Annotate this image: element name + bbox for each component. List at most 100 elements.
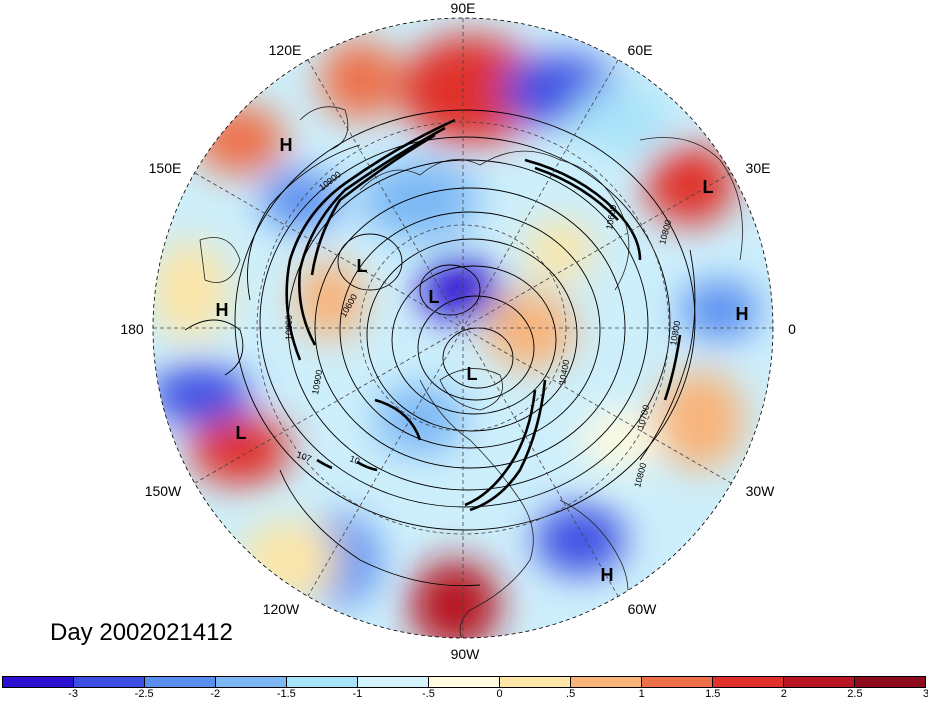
contour-line <box>366 238 578 432</box>
meridian-line <box>194 172 732 484</box>
anomaly-positive <box>485 290 575 370</box>
lon-label-0: 0 <box>788 321 796 337</box>
low-pressure-marker: L <box>357 256 368 276</box>
contour-line <box>337 233 403 291</box>
contour-label: 10400 <box>557 359 571 385</box>
contour-label: 10800 <box>668 320 682 346</box>
lon-label-60e: 60E <box>628 42 653 58</box>
map-title: Day 2002021412 <box>50 619 233 646</box>
colorbar-tick-label: 1.5 <box>705 688 721 700</box>
jet-contour <box>464 389 537 507</box>
polar-map: 90E 60E 30E 0 30W 60W 90W 120W 150W 180 … <box>120 0 796 662</box>
lon-label-60w: 60W <box>628 601 658 617</box>
colorbar-tick-label: 0 <box>496 688 503 700</box>
low-pressure-marker: L <box>467 364 478 384</box>
contour-line <box>279 469 481 587</box>
colorbar-swatch <box>855 677 925 687</box>
jet-contour <box>316 458 333 470</box>
colorbar-swatch <box>784 677 855 687</box>
jet-contour <box>469 379 547 512</box>
jet-contour <box>534 166 619 221</box>
colorbar-tick-label: -.5 <box>422 688 435 700</box>
contour-line <box>259 136 671 508</box>
anomaly-negative <box>153 365 250 425</box>
anomaly-positive <box>525 220 595 280</box>
contour-line <box>339 211 601 449</box>
lon-label-90w: 90W <box>451 646 481 662</box>
colorbar-swatch <box>145 677 216 687</box>
high-pressure-marker: H <box>736 304 749 324</box>
anomaly-positive <box>295 260 365 340</box>
colorbar-swatch <box>713 677 784 687</box>
jet-contour <box>663 334 682 401</box>
lon-label-120e: 120E <box>269 42 302 58</box>
colorbar-swatch <box>287 677 358 687</box>
anomaly-positive <box>400 35 540 145</box>
contour-label: 10800 <box>284 315 294 340</box>
jet-contour <box>298 126 446 346</box>
coastline <box>419 379 534 638</box>
contour-line <box>419 264 481 316</box>
colorbar <box>2 676 926 688</box>
high-pressure-marker: H <box>601 565 614 585</box>
colorbar-swatch <box>642 677 713 687</box>
longitude-labels: 90E 60E 30E 0 30W 60W 90W 120W 150W 180 … <box>120 0 796 662</box>
jet-stream-contours <box>285 118 682 512</box>
colorbar-swatch <box>3 677 74 687</box>
anomaly-positive <box>190 415 290 485</box>
lon-label-150e: 150E <box>149 160 182 176</box>
contour-label: 107 <box>295 449 313 464</box>
anomaly-negative <box>680 280 760 340</box>
colorbar-tick-label: 2.5 <box>847 688 863 700</box>
colorbar-swatch <box>358 677 429 687</box>
anomaly-negative <box>420 260 500 320</box>
geopotential-contours <box>184 109 696 587</box>
anomaly-positive <box>645 145 735 225</box>
latitude-circle <box>256 121 670 535</box>
contour-label: 10 <box>348 453 361 466</box>
anomaly-negative <box>570 85 670 155</box>
lon-label-180: 180 <box>120 321 144 337</box>
colorbar-swatch <box>216 677 287 687</box>
anomaly-negative <box>360 160 480 240</box>
contour-line <box>639 249 696 461</box>
map-boundary <box>152 17 774 639</box>
high-pressure-marker: H <box>216 300 229 320</box>
anomaly-positive <box>410 560 500 638</box>
anomaly-positive <box>320 40 400 120</box>
colorbar-ticks: -3 -2.5 -2 -1.5 -1 -.5 0 .5 1 1.5 2 2.5 3 <box>2 688 928 702</box>
contour-line <box>287 159 649 491</box>
anomaly-neutral <box>580 410 660 470</box>
anomaly-positive <box>240 520 340 600</box>
contour-line <box>391 265 557 415</box>
colorbar-swatch <box>500 677 571 687</box>
contour-label: 10900 <box>310 369 324 395</box>
coastline <box>199 237 241 283</box>
colorbar-tick-label: 2 <box>780 688 787 700</box>
lon-label-150w: 150W <box>145 483 182 499</box>
low-pressure-marker: L <box>429 287 440 307</box>
anomaly-positive <box>195 105 285 175</box>
anomaly-positive <box>153 240 230 340</box>
graticule <box>152 17 774 639</box>
jet-contour <box>356 460 378 472</box>
colorbar-tick-label: -1.5 <box>276 688 296 700</box>
colorbar-swatch <box>74 677 145 687</box>
colorbar-tick-label: 3 <box>922 688 928 700</box>
colorbar-tick-label: -1 <box>352 688 363 700</box>
high-pressure-marker: H <box>280 135 293 155</box>
contour-line <box>234 109 696 531</box>
lon-label-90e: 90E <box>451 0 476 16</box>
colorbar-tick-label: 1 <box>638 688 645 700</box>
pressure-centers: H L L L H H L L H <box>216 135 749 585</box>
anomaly-negative <box>260 170 340 230</box>
contour-line <box>247 144 361 301</box>
jet-contour <box>310 133 436 276</box>
jet-contour <box>285 118 456 361</box>
jet-contour <box>524 158 642 261</box>
lon-label-30w: 30W <box>746 483 776 499</box>
lon-label-30e: 30E <box>746 160 771 176</box>
contour-line <box>417 295 535 401</box>
colorbar-tick-label: .5 <box>566 688 576 700</box>
colorbar-tick-label: -2.5 <box>134 688 154 700</box>
